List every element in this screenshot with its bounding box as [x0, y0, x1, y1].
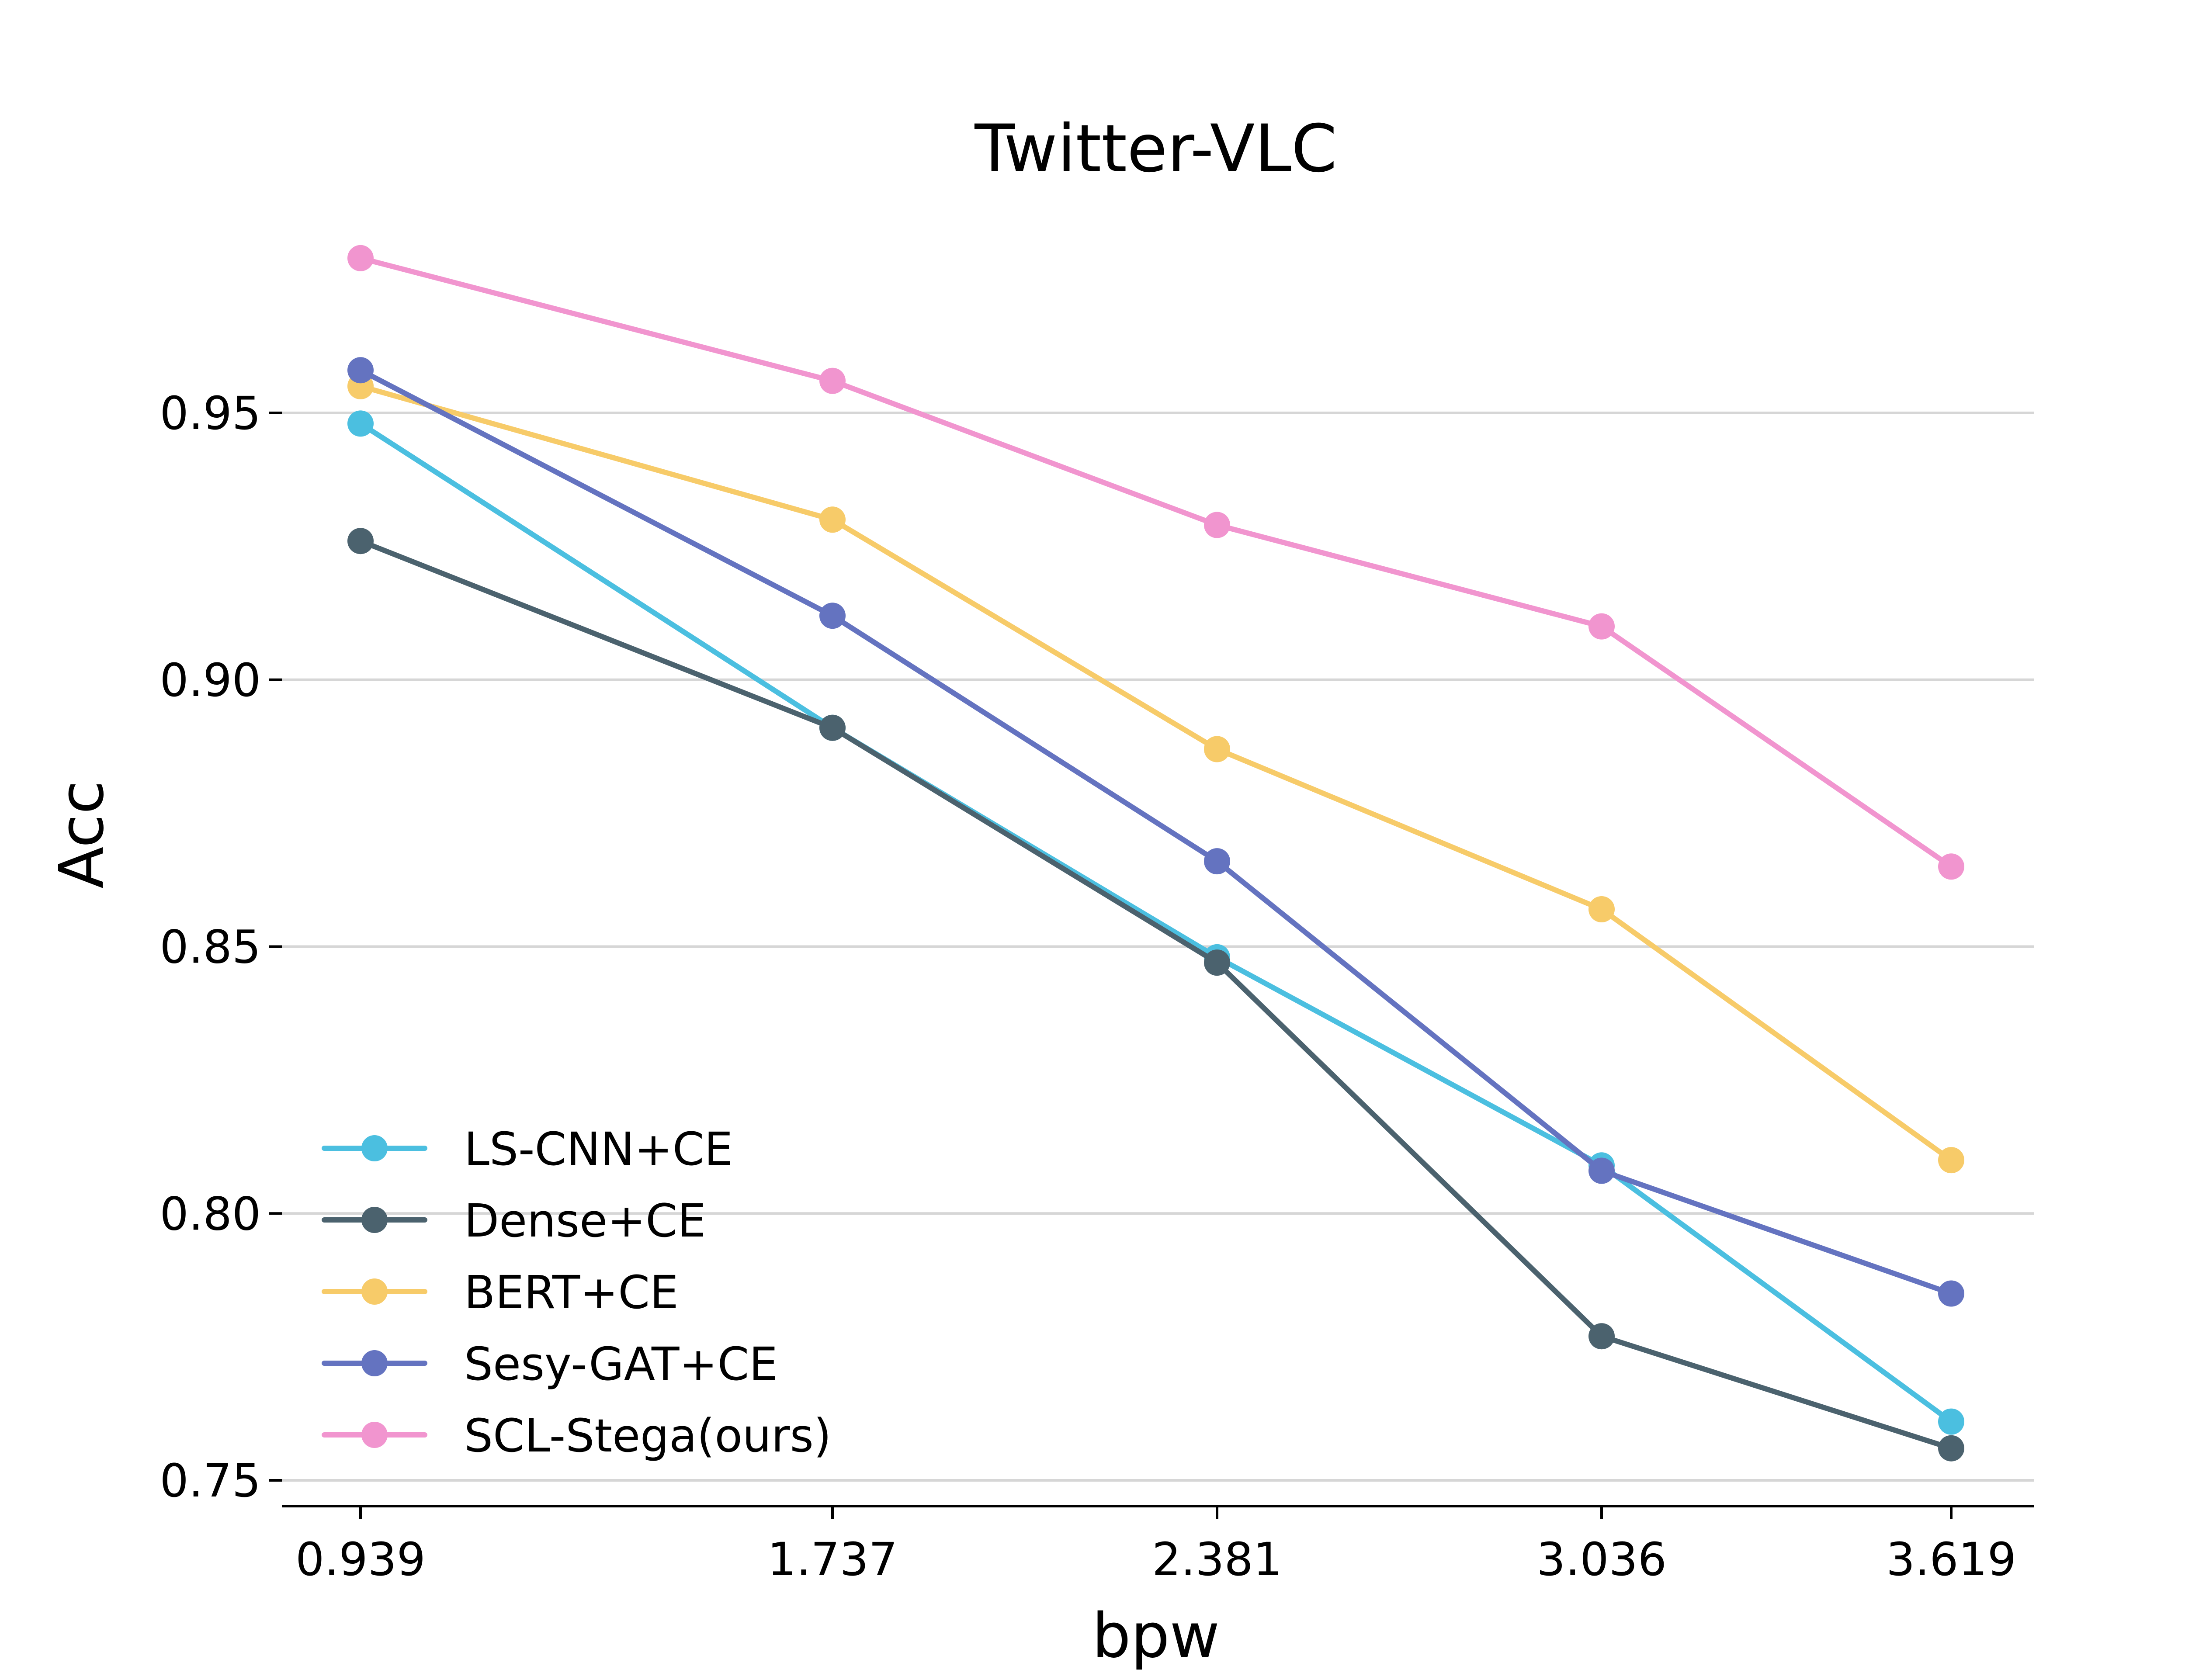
data-point — [1938, 1435, 1964, 1462]
series-bert-ce — [347, 373, 1964, 1174]
legend-label: LS-CNN+CE — [464, 1122, 733, 1176]
legend-item: SCL-Stega(ours) — [322, 1409, 831, 1462]
data-point — [1588, 1323, 1615, 1350]
data-point — [1588, 613, 1615, 640]
series-dense-ce — [347, 528, 1964, 1462]
y-tick-label: 0.75 — [160, 1454, 261, 1507]
y-tick-label: 0.85 — [160, 921, 261, 974]
legend-item: BERT+CE — [322, 1266, 679, 1319]
legend-swatch-marker — [361, 1278, 388, 1305]
x-axis-title: bpw — [1092, 1600, 1220, 1672]
data-point — [347, 357, 374, 384]
x-axis-ticks: 0.939 1.737 2.381 3.036 3.619 — [295, 1506, 2016, 1586]
legend-swatch-marker — [361, 1207, 388, 1233]
legend-item: LS-CNN+CE — [322, 1122, 733, 1176]
y-tick-label: 0.80 — [160, 1187, 261, 1240]
legend-label: Sesy-GAT+CE — [464, 1337, 778, 1391]
legend-swatch-marker — [361, 1422, 388, 1448]
series-group — [347, 245, 1964, 1462]
data-point — [347, 410, 374, 437]
data-point — [1938, 1280, 1964, 1307]
data-point — [347, 245, 374, 271]
legend-item: Sesy-GAT+CE — [322, 1337, 778, 1391]
data-point — [1204, 512, 1230, 538]
x-tick-label: 3.036 — [1536, 1533, 1667, 1586]
y-tick-label: 0.95 — [160, 387, 261, 440]
y-tick-label: 0.90 — [160, 654, 261, 707]
series-scl-stega-ours — [347, 245, 1964, 880]
legend-item: Dense+CE — [322, 1194, 706, 1247]
legend-label: BERT+CE — [464, 1266, 679, 1319]
data-point — [347, 528, 374, 554]
y-axis-ticks: 0.75 0.80 0.85 0.90 0.95 — [160, 387, 282, 1507]
data-point — [1204, 736, 1230, 762]
grid-lines — [282, 412, 2034, 1482]
x-tick-label: 2.381 — [1152, 1533, 1282, 1586]
legend-label: Dense+CE — [464, 1194, 706, 1247]
chart-title: Twitter-VLC — [974, 111, 1337, 187]
legend-swatch-marker — [361, 1350, 388, 1376]
data-point — [819, 603, 846, 629]
data-point — [1588, 1157, 1615, 1184]
x-tick-label: 1.737 — [767, 1533, 898, 1586]
data-point — [1204, 848, 1230, 875]
x-tick-label: 0.939 — [295, 1533, 426, 1586]
data-point — [1938, 1147, 1964, 1174]
data-point — [1588, 896, 1615, 922]
legend-swatch-marker — [361, 1135, 388, 1161]
data-point — [819, 367, 846, 394]
data-point — [819, 714, 846, 741]
legend-label: SCL-Stega(ours) — [464, 1409, 831, 1462]
series-sesy-gat-ce — [347, 357, 1964, 1307]
legend: LS-CNN+CE Dense+CE BERT+CE Sesy-GAT+CE SCL-S… — [322, 1122, 831, 1462]
y-axis-title: Acc — [46, 780, 118, 888]
data-point — [1938, 1408, 1964, 1435]
x-tick-label: 3.619 — [1886, 1533, 2016, 1586]
data-point — [819, 506, 846, 533]
data-point — [1938, 853, 1964, 880]
data-point — [1204, 949, 1230, 976]
